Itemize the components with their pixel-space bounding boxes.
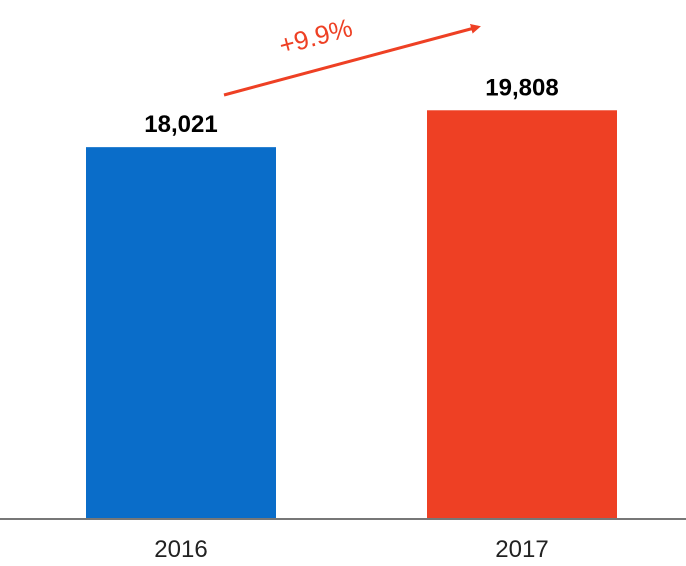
x-tick-label-2017: 2017 [495, 536, 548, 563]
growth-annotation: +9.9% [223, 12, 481, 97]
growth-arrow-icon [223, 23, 481, 97]
value-label-2017: 19,808 [485, 74, 558, 101]
value-labels-group: 18,021 19,808 [144, 74, 558, 138]
bar-2016 [86, 147, 276, 520]
growth-percentage-label: +9.9% [276, 12, 356, 60]
value-label-2016: 18,021 [144, 111, 217, 138]
x-tick-labels-group: 2016 2017 [154, 536, 548, 563]
x-tick-label-2016: 2016 [154, 536, 207, 563]
bars-group [86, 110, 617, 520]
bar-2017 [427, 110, 617, 519]
